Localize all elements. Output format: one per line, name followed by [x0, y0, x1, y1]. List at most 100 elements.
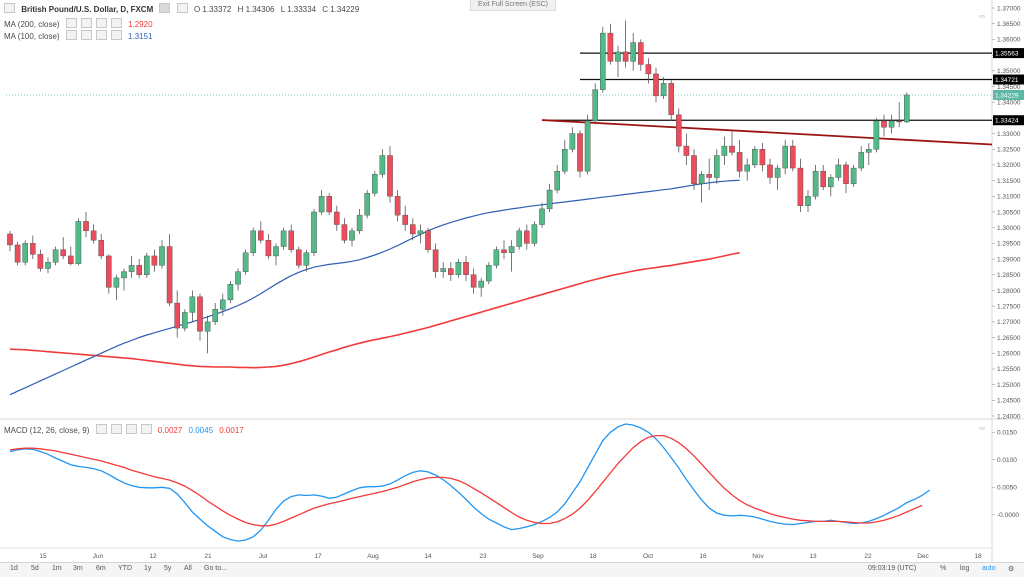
candle-body: [584, 120, 591, 172]
y-tick-label: 1.34000: [997, 99, 1021, 106]
candle-body: [706, 174, 712, 178]
ma200-legend: MA (200, close) 1.2920: [4, 18, 157, 30]
more-icon[interactable]: [140, 424, 152, 434]
range-button[interactable]: YTD: [118, 565, 132, 572]
candle-body: [470, 274, 477, 288]
candle-body: [242, 252, 249, 272]
clock-time: 09:03:19 (UTC): [868, 565, 917, 572]
level-price-label: 1.35563: [995, 51, 1019, 58]
auto-button[interactable]: auto: [982, 565, 996, 572]
candle-body: [683, 145, 690, 156]
settings-icon[interactable]: [110, 424, 122, 434]
candle-body: [440, 268, 447, 272]
candle-body: [630, 42, 636, 62]
candle-body: [197, 296, 203, 332]
candle-body: [14, 244, 21, 263]
candle-body: [151, 255, 158, 266]
y-tick-label: 1.32500: [997, 147, 1021, 154]
candle-body: [181, 312, 188, 329]
legend-toggle-icon[interactable]: [4, 3, 15, 13]
settings-icon[interactable]: [80, 18, 92, 28]
symbol-title: British Pound/U.S. Dollar, D, FXCM: [21, 5, 154, 14]
more-icon[interactable]: [110, 30, 122, 40]
candle-body: [554, 170, 560, 191]
y-tick-label: 1.24000: [997, 413, 1021, 420]
candle-body: [265, 240, 272, 257]
candle-body: [774, 167, 781, 178]
range-button[interactable]: 1y: [144, 565, 152, 572]
eye-icon[interactable]: [65, 18, 77, 28]
candle-body: [820, 170, 826, 188]
y-tick-label: 1.28000: [997, 288, 1021, 295]
percent-button[interactable]: %: [940, 565, 947, 572]
macd-y-tick-label: 0.0050: [997, 485, 1017, 492]
y-tick-label: 1.30500: [997, 209, 1021, 216]
y-tick-label: 1.25000: [997, 382, 1021, 389]
eye-icon[interactable]: [65, 30, 77, 40]
goto-button[interactable]: Go to...: [204, 565, 227, 572]
candle-body: [334, 211, 340, 225]
candle-body: [273, 246, 279, 257]
candle-body: [303, 252, 310, 266]
candle-body: [858, 152, 864, 169]
more-icon[interactable]: [110, 18, 122, 28]
chart-canvas[interactable]: 1.370001.365001.360001.355001.350001.345…: [0, 0, 1024, 562]
candle-body: [318, 196, 325, 213]
candle-body: [30, 243, 36, 255]
level-price-label-box: [993, 115, 1024, 126]
y-tick-label: 1.27000: [997, 319, 1021, 326]
pane-maximize-icon[interactable]: ▫▫: [979, 12, 985, 21]
candle-body: [45, 262, 51, 269]
x-tick-label: 16: [699, 553, 707, 560]
eye-icon[interactable]: [159, 3, 171, 13]
log-button[interactable]: log: [960, 565, 970, 572]
candle-body: [638, 42, 644, 65]
candle-body: [888, 120, 895, 128]
close-icon[interactable]: [125, 424, 137, 434]
macd-y-tick-label: -0.0000: [997, 512, 1019, 519]
range-button[interactable]: All: [184, 565, 192, 572]
exit-fullscreen-button[interactable]: Exit Full Screen (ESC): [470, 0, 556, 11]
candle-body: [714, 155, 720, 178]
range-button[interactable]: 5y: [164, 565, 172, 572]
candle-body: [607, 32, 614, 62]
candle-body: [22, 243, 29, 263]
candle-body: [121, 271, 127, 279]
ma100-label: MA (100, close): [4, 32, 60, 41]
candle-body: [143, 255, 150, 275]
candle-body: [493, 249, 500, 266]
candle-body: [797, 167, 804, 206]
candle-body: [615, 51, 621, 62]
candle-body: [455, 262, 462, 275]
range-button[interactable]: 5d: [31, 565, 39, 572]
pane-maximize-icon[interactable]: ▫▫: [979, 424, 985, 433]
settings-icon[interactable]: ⚙: [1008, 566, 1015, 573]
x-tick-label: 14: [424, 553, 432, 560]
range-button[interactable]: 6m: [96, 565, 106, 572]
y-tick-label: 1.33000: [997, 131, 1021, 138]
candle-body: [767, 164, 773, 178]
candle-body: [394, 196, 401, 216]
candle-body: [219, 299, 226, 310]
x-tick-label: Aug: [367, 553, 379, 560]
x-tick-label: 13: [809, 553, 817, 560]
ohlc-low: L 1.33334: [280, 5, 317, 14]
y-tick-label: 1.24500: [997, 398, 1021, 405]
candle-body: [258, 230, 264, 241]
candle-body: [562, 149, 568, 172]
range-button[interactable]: 1m: [52, 565, 62, 572]
eye-icon[interactable]: [95, 424, 107, 434]
level-price-label-box: [993, 48, 1024, 59]
close-icon[interactable]: [95, 30, 107, 40]
candle-body: [516, 230, 522, 247]
settings-icon[interactable]: [176, 3, 188, 13]
range-button[interactable]: 1d: [10, 565, 18, 572]
close-icon[interactable]: [95, 18, 107, 28]
candle-body: [478, 280, 485, 288]
range-button[interactable]: 3m: [73, 565, 83, 572]
x-tick-label: Sep: [532, 553, 544, 560]
candle-body: [524, 230, 530, 244]
settings-icon[interactable]: [80, 30, 92, 40]
candle-body: [235, 271, 241, 285]
